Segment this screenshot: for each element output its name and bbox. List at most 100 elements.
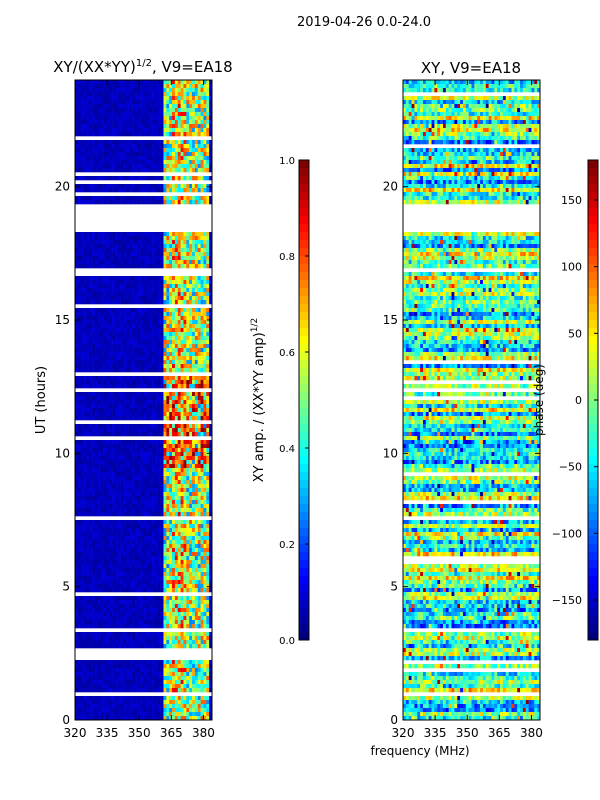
heatmap-cell xyxy=(129,80,133,85)
heatmap-cell xyxy=(83,532,87,537)
heatmap-cell xyxy=(117,156,121,161)
heatmap-cell xyxy=(174,440,179,445)
heatmap-cell xyxy=(152,116,156,121)
heatmap-cell xyxy=(166,556,170,561)
heatmap-cell xyxy=(200,396,204,401)
heatmap-cell xyxy=(132,148,136,153)
heatmap-cell xyxy=(203,476,207,481)
heatmap-cell xyxy=(197,416,201,421)
heatmap-cell xyxy=(100,380,104,385)
heatmap-cell xyxy=(77,284,81,289)
heatmap-cell xyxy=(97,92,101,97)
heatmap-cell xyxy=(189,156,193,161)
heatmap-cell xyxy=(166,252,170,257)
heatmap-cell xyxy=(177,200,181,205)
heatmap-cell xyxy=(203,320,207,325)
heatmap-cell xyxy=(106,164,110,169)
heatmap-cell xyxy=(183,448,187,453)
heatmap-cell xyxy=(89,260,93,265)
heatmap-cell xyxy=(89,252,93,257)
heatmap-cell xyxy=(112,512,116,517)
heatmap-cell xyxy=(89,524,93,529)
heatmap-cell xyxy=(154,360,159,365)
heatmap-cell xyxy=(163,236,167,241)
heatmap-cell xyxy=(134,248,139,253)
heatmap-cell xyxy=(80,380,84,385)
heatmap-cell xyxy=(169,236,173,241)
heatmap-cell xyxy=(192,312,196,317)
heatmap-cell xyxy=(132,468,136,473)
heatmap-cell xyxy=(143,104,147,109)
heatmap-cell xyxy=(100,472,104,477)
heatmap-cell xyxy=(86,260,90,265)
heatmap-cell xyxy=(166,292,170,297)
heatmap-cell xyxy=(94,344,99,349)
heatmap-cell xyxy=(126,312,130,317)
heatmap-cell xyxy=(206,424,210,429)
heatmap-cell xyxy=(109,360,113,365)
heatmap-cell xyxy=(80,112,84,117)
heatmap-cell xyxy=(100,88,104,93)
heatmap-cell xyxy=(186,108,190,113)
heatmap-cell xyxy=(80,560,84,565)
heatmap-cell xyxy=(92,468,96,473)
heatmap-cell xyxy=(80,528,84,533)
heatmap-cell xyxy=(197,168,201,173)
heatmap-cell xyxy=(157,488,161,493)
heatmap-cell xyxy=(152,424,156,429)
heatmap-cell xyxy=(209,432,213,437)
heatmap-cell xyxy=(180,156,184,161)
heatmap-cell xyxy=(94,160,99,165)
heatmap-cell xyxy=(94,176,99,181)
heatmap-cell xyxy=(172,284,176,289)
heatmap-cell xyxy=(197,184,201,189)
heatmap-cell xyxy=(180,548,184,553)
heatmap-cell xyxy=(126,556,130,561)
heatmap-cell xyxy=(94,412,99,417)
heatmap-cell xyxy=(94,536,99,541)
heatmap-cell xyxy=(129,484,133,489)
heatmap-cell xyxy=(194,444,199,449)
heatmap-cell xyxy=(166,332,170,337)
heatmap-cell xyxy=(123,260,127,265)
heatmap-cell xyxy=(146,568,150,573)
heatmap-cell xyxy=(183,504,187,509)
heatmap-cell xyxy=(180,544,184,549)
heatmap-cell xyxy=(183,296,187,301)
heatmap-cell xyxy=(123,400,127,405)
heatmap-cell xyxy=(166,392,170,397)
heatmap-cell xyxy=(203,188,207,193)
heatmap-cell xyxy=(206,276,210,281)
heatmap-cell xyxy=(140,296,144,301)
heatmap-cell xyxy=(123,476,127,481)
heatmap-cell xyxy=(137,280,141,285)
heatmap-cell xyxy=(86,184,90,189)
heatmap-cell xyxy=(194,328,199,333)
heatmap-cell xyxy=(146,124,150,129)
heatmap-cell xyxy=(132,80,136,85)
heatmap-cell xyxy=(97,488,101,493)
heatmap-cell xyxy=(89,440,93,445)
heatmap-cell xyxy=(120,500,124,505)
heatmap-cell xyxy=(152,100,156,105)
heatmap-cell xyxy=(203,520,207,525)
heatmap-cell xyxy=(160,424,164,429)
heatmap-cell xyxy=(126,248,130,253)
heatmap-cell xyxy=(120,520,124,525)
heatmap-cell xyxy=(97,428,101,433)
heatmap-cell xyxy=(177,184,181,189)
heatmap-cell xyxy=(140,256,144,261)
heatmap-cell xyxy=(146,248,150,253)
heatmap-cell xyxy=(137,480,141,485)
heatmap-cell xyxy=(89,416,93,421)
heatmap-cell xyxy=(166,508,170,513)
heatmap-cell xyxy=(189,488,193,493)
heatmap-cell xyxy=(120,344,124,349)
heatmap-cell xyxy=(77,564,81,569)
heatmap-cell xyxy=(134,548,139,553)
heatmap-cell xyxy=(209,444,213,449)
heatmap-cell xyxy=(103,124,107,129)
heatmap-cell xyxy=(154,296,159,301)
heatmap-cell xyxy=(117,88,121,93)
heatmap-cell xyxy=(129,416,133,421)
